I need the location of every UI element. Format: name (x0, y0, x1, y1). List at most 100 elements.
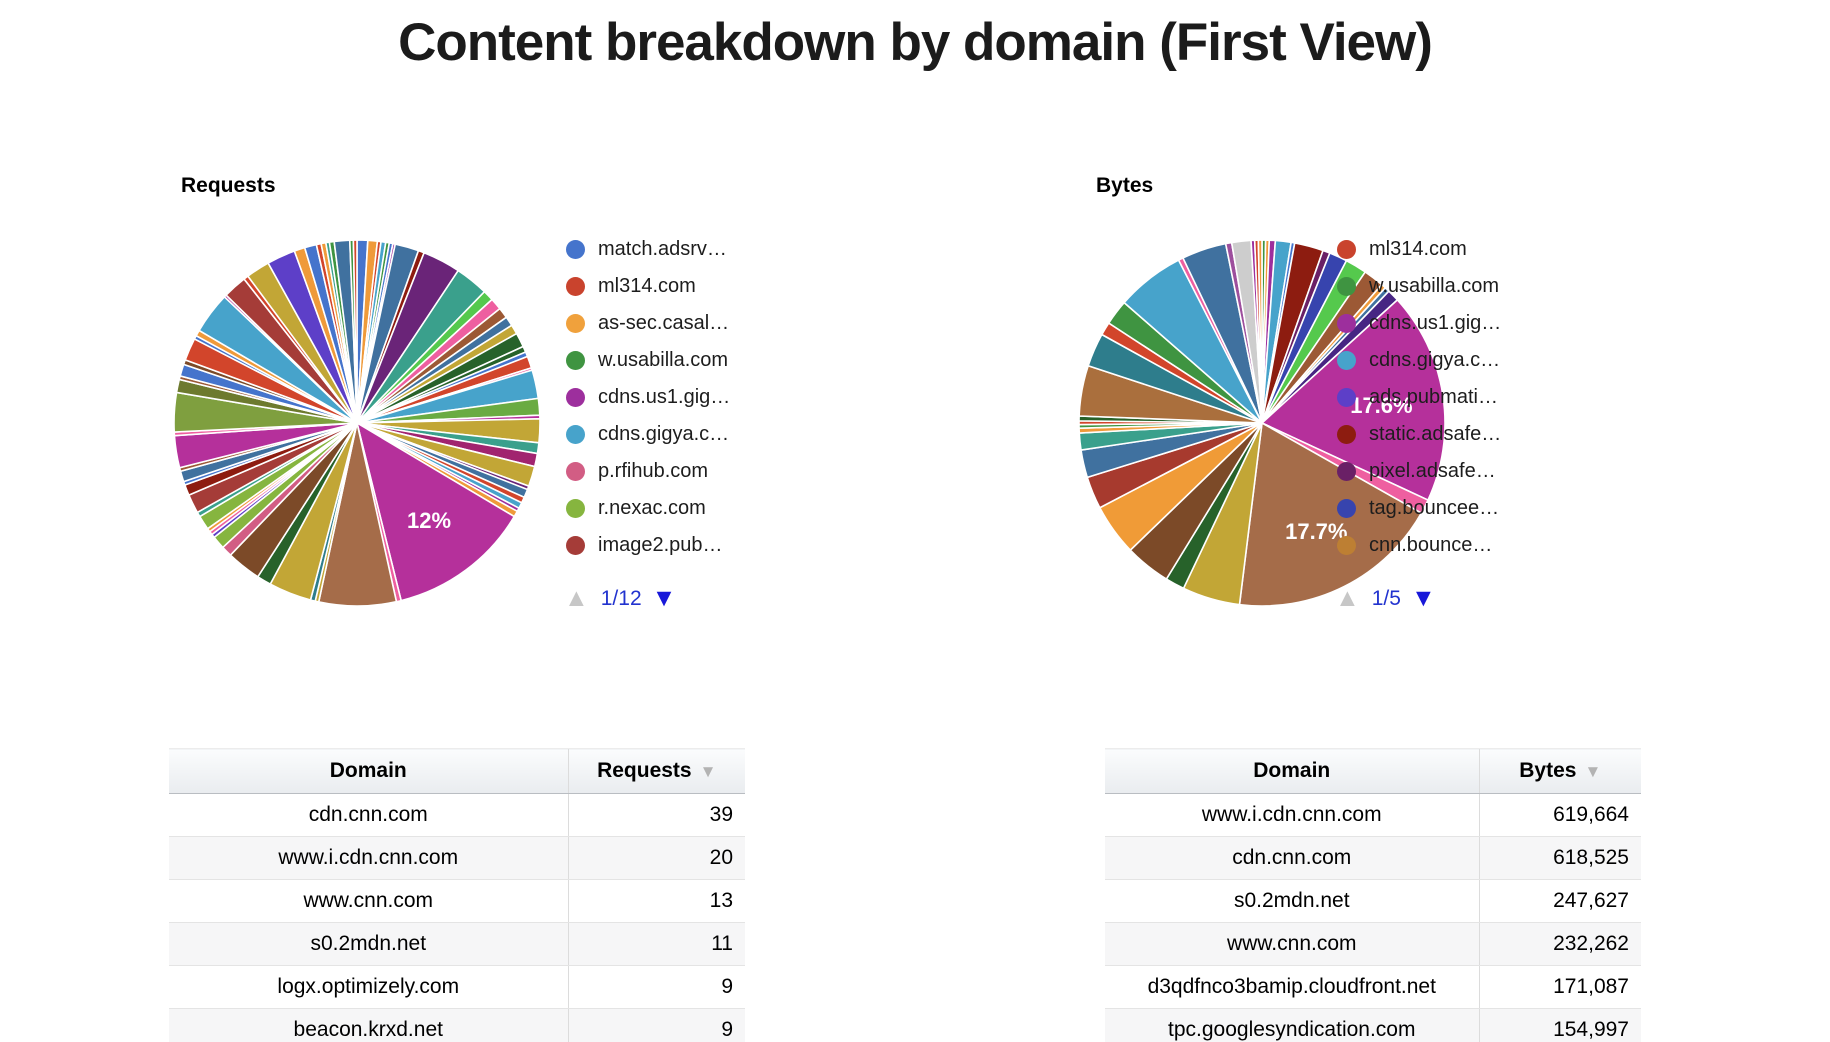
legend-item-label: w.usabilla.com (1369, 274, 1500, 297)
value-cell: 9 (567, 965, 745, 1009)
legend-item-label: r.nexac.com (598, 496, 706, 519)
legend-item[interactable]: tag.bouncee… (1337, 490, 1587, 526)
legend-next-page-icon[interactable]: ▼ (1410, 584, 1436, 612)
legend-item-label: p.rfihub.com (598, 459, 709, 482)
requests-table: Domain Requests ▼ cdn.cnn.com 39 www.i.cdn.cn… (169, 748, 745, 1042)
legend-prev-page-icon[interactable]: ▲ (1335, 584, 1360, 612)
legend-color-dot (1337, 498, 1356, 518)
legend-color-dot (1337, 535, 1356, 555)
value-cell: 247,627 (1478, 879, 1641, 923)
legend-item[interactable]: ads.pubmati… (1337, 379, 1587, 415)
legend-item-label: cdns.us1.gig… (1369, 311, 1502, 334)
table-row: s0.2mdn.net 11 (169, 922, 745, 966)
legend-next-page-icon[interactable]: ▼ (651, 584, 677, 612)
requests-pie-chart[interactable]: 12% (171, 237, 543, 609)
bytes-legend-pager: ▲ 1/5 ▼ (1335, 586, 1436, 611)
domain-cell: www.i.cdn.cnn.com (169, 836, 568, 880)
table-row: cdn.cnn.com 39 (169, 793, 745, 837)
value-cell: 9 (567, 1008, 745, 1042)
bytes-pie-chart[interactable]: 17.6% 17.7% (1076, 237, 1448, 609)
legend-color-dot (1337, 424, 1356, 444)
table-row: beacon.krxd.net 9 (169, 1008, 745, 1042)
domain-cell: www.cnn.com (1105, 922, 1479, 966)
legend-prev-page-icon[interactable]: ▲ (564, 584, 589, 612)
requests-legend-pager: ▲ 1/12 ▼ (564, 586, 676, 611)
value-cell: 20 (567, 836, 745, 880)
domain-cell: www.i.cdn.cnn.com (1105, 793, 1479, 837)
pie-slice[interactable] (1238, 421, 1423, 607)
legend-item[interactable]: cdns.gigya.c… (566, 416, 816, 452)
legend-item[interactable]: cdns.us1.gig… (1337, 305, 1587, 341)
legend-item-label: cdns.us1.gig… (598, 385, 731, 408)
legend-color-dot (566, 461, 585, 481)
legend-color-dot (566, 276, 585, 296)
legend-item-label: match.adsrv… (598, 237, 727, 260)
legend-color-dot (566, 239, 585, 259)
domain-cell: cdn.cnn.com (1105, 836, 1479, 880)
legend-item[interactable]: match.adsrv… (566, 231, 816, 267)
legend-item-label: ml314.com (598, 274, 696, 297)
legend-item[interactable]: p.rfihub.com (566, 453, 816, 489)
legend-item-label: cnn.bounce… (1369, 533, 1493, 556)
domain-cell: www.cnn.com (169, 879, 568, 923)
pie-slice-percent-label: 17.7% (1285, 519, 1347, 544)
legend-color-dot (566, 387, 585, 407)
legend-color-dot (1337, 239, 1356, 259)
legend-page-indicator: 1/12 (600, 586, 642, 610)
legend-item[interactable]: ml314.com (1337, 231, 1587, 267)
legend-item[interactable]: image2.pub… (566, 527, 816, 563)
legend-item[interactable]: cdns.gigya.c… (1337, 342, 1587, 378)
legend-item[interactable]: pixel.adsafe… (1337, 453, 1587, 489)
domain-cell: cdn.cnn.com (169, 793, 568, 837)
requests-chart-title: Requests (181, 174, 276, 197)
legend-item-label: as-sec.casal… (598, 311, 730, 334)
legend-item-label: cdns.gigya.c… (598, 422, 730, 445)
legend-color-dot (566, 350, 585, 370)
pie-slice-percent-label: 12% (407, 508, 451, 533)
page-title: Content breakdown by domain (First View) (398, 13, 1433, 72)
legend-item[interactable]: static.adsafe… (1337, 416, 1587, 452)
value-cell: 618,525 (1478, 836, 1641, 880)
table-row: s0.2mdn.net 247,627 (1105, 879, 1641, 923)
legend-item-label: image2.pub… (598, 533, 723, 556)
legend-page-indicator: 1/5 (1371, 586, 1401, 610)
legend-color-dot (566, 424, 585, 444)
legend-color-dot (566, 535, 585, 555)
legend-color-dot (1337, 313, 1356, 333)
legend-item[interactable]: ml314.com (566, 268, 816, 304)
legend-item[interactable]: r.nexac.com (566, 490, 816, 526)
legend-color-dot (566, 498, 585, 518)
legend-item[interactable]: w.usabilla.com (566, 342, 816, 378)
value-cell: 39 (567, 793, 745, 837)
legend-item[interactable]: cnn.bounce… (1337, 527, 1587, 563)
requests-legend: match.adsrv… ml314.com as-sec.casal… w.usab… (566, 231, 816, 564)
domain-cell: logx.optimizely.com (169, 965, 568, 1009)
pie-slice[interactable] (352, 239, 358, 424)
pie-slice[interactable] (355, 421, 516, 602)
bytes-legend: ml314.com w.usabilla.com cdns.us1.gig… cdns… (1337, 231, 1587, 564)
legend-item[interactable]: w.usabilla.com (1337, 268, 1587, 304)
value-cell: 171,087 (1478, 965, 1641, 1009)
column-header-domain[interactable]: Domain (1105, 748, 1479, 794)
sort-desc-icon: ▼ (1584, 762, 1602, 781)
column-header-bytes[interactable]: Bytes ▼ (1478, 748, 1641, 794)
sort-desc-icon: ▼ (699, 762, 717, 781)
value-cell: 13 (567, 879, 745, 923)
column-header-domain[interactable]: Domain (169, 748, 568, 794)
domain-cell: s0.2mdn.net (1105, 879, 1479, 923)
legend-color-dot (1337, 461, 1356, 481)
legend-item[interactable]: as-sec.casal… (566, 305, 816, 341)
legend-color-dot (1337, 387, 1356, 407)
table-row: www.i.cdn.cnn.com 619,664 (1105, 793, 1641, 837)
bytes-chart-title: Bytes (1096, 174, 1154, 197)
table-row: www.cnn.com 232,262 (1105, 922, 1641, 966)
pie-slice[interactable] (1257, 239, 1263, 424)
column-header-requests[interactable]: Requests ▼ (567, 748, 745, 794)
legend-item-label: cdns.gigya.c… (1369, 348, 1501, 371)
legend-item-label: ml314.com (1369, 237, 1467, 260)
legend-item[interactable]: cdns.us1.gig… (566, 379, 816, 415)
table-row: www.cnn.com 13 (169, 879, 745, 923)
table-row: logx.optimizely.com 9 (169, 965, 745, 1009)
table-row: cdn.cnn.com 618,525 (1105, 836, 1641, 880)
